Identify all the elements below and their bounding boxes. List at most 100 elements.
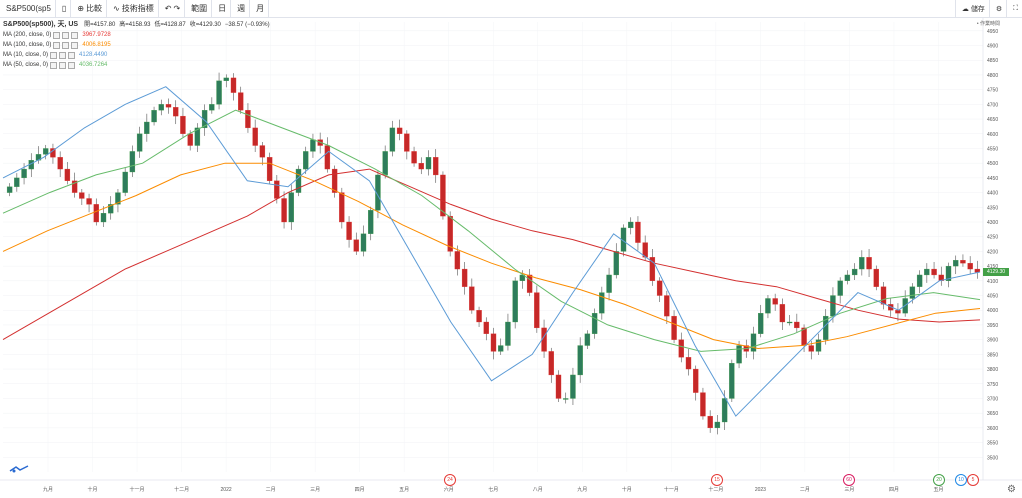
candle bbox=[238, 92, 244, 111]
undo-button[interactable]: ↶ ↷ bbox=[159, 0, 186, 17]
y-tick-label: 4850 bbox=[987, 58, 998, 64]
candle bbox=[830, 295, 836, 317]
candle bbox=[396, 127, 403, 134]
candle bbox=[194, 127, 201, 146]
save-button[interactable]: ☁ 儲存 bbox=[954, 0, 989, 17]
candle bbox=[151, 110, 157, 123]
tf-week-label: 週 bbox=[237, 4, 246, 13]
event-marker[interactable]: 10 bbox=[955, 474, 967, 486]
y-tick-label: 4900 bbox=[987, 44, 998, 50]
candle bbox=[100, 213, 107, 223]
candle bbox=[180, 115, 186, 134]
candle bbox=[245, 110, 251, 129]
y-tick-label: 3800 bbox=[987, 367, 998, 373]
y-tick-label: 4250 bbox=[987, 235, 998, 241]
close-icon[interactable] bbox=[71, 31, 79, 39]
eye-icon[interactable] bbox=[50, 51, 58, 59]
candle bbox=[794, 321, 800, 329]
fullscreen-button[interactable]: ⛶ bbox=[1006, 0, 1022, 17]
candle bbox=[425, 157, 432, 170]
redo-icon[interactable]: ↷ bbox=[173, 4, 181, 13]
candle bbox=[136, 133, 143, 152]
legend-low: 低=4128.87 bbox=[154, 22, 186, 28]
y-tick-label: 4950 bbox=[987, 29, 998, 35]
settings-button[interactable]: ⚙ bbox=[988, 0, 1006, 17]
legend-ma10[interactable]: MA (10, close, 0) 4128.4490 bbox=[3, 50, 270, 60]
candle bbox=[209, 104, 215, 111]
gear-icon[interactable] bbox=[59, 51, 67, 59]
y-tick-label: 4450 bbox=[987, 176, 998, 182]
x-tick-label: 三月 bbox=[844, 487, 854, 493]
candle bbox=[750, 333, 757, 352]
candle bbox=[310, 139, 316, 152]
candle bbox=[808, 345, 814, 352]
symbol-search[interactable]: S&P500(sp5 bbox=[0, 0, 56, 17]
x-tick-label: 十月 bbox=[622, 486, 632, 493]
legend-ma100[interactable]: MA (100, close, 0) 4006.8195 bbox=[3, 40, 270, 50]
tf-month-button[interactable]: 月 bbox=[250, 0, 270, 17]
candle bbox=[21, 168, 27, 179]
ma-label: MA (50, close, 0) bbox=[3, 62, 49, 68]
gear-icon[interactable] bbox=[59, 61, 67, 69]
event-marker[interactable]: 20 bbox=[933, 474, 945, 486]
compare-label: 比較 bbox=[86, 4, 103, 13]
candle bbox=[108, 204, 114, 214]
tf-day-button[interactable]: 日 bbox=[212, 0, 232, 17]
compare-button[interactable]: ⊕ 比較 bbox=[71, 0, 108, 17]
candle bbox=[526, 274, 533, 293]
last-price-tag: 4129.30 bbox=[983, 268, 1009, 277]
candle bbox=[115, 192, 121, 205]
candle bbox=[895, 310, 901, 314]
indicators-label: 技術指標 bbox=[121, 4, 154, 13]
candle bbox=[259, 145, 266, 158]
candle bbox=[165, 104, 172, 108]
y-tick-label: 4400 bbox=[987, 191, 998, 197]
legend-ma200[interactable]: MA (200, close, 0) 3967.9728 bbox=[3, 30, 270, 40]
candle bbox=[433, 157, 439, 176]
close-icon[interactable] bbox=[68, 61, 76, 69]
candle bbox=[281, 198, 287, 223]
candle bbox=[201, 110, 208, 129]
gear-icon[interactable] bbox=[62, 31, 70, 39]
top-toolbar: S&P500(sp5 ▯ ⊕ 比較 ∿ 技術指標 ↶ ↷ 範圍 日 週 月 ☁ 儲存 ⚙… bbox=[0, 0, 1022, 18]
range-button[interactable]: 範圍 bbox=[185, 0, 213, 17]
candle bbox=[960, 260, 966, 264]
gear-icon[interactable] bbox=[62, 41, 70, 49]
candle bbox=[469, 286, 475, 311]
candle bbox=[729, 363, 735, 399]
candle bbox=[93, 204, 99, 223]
y-tick-label: 3700 bbox=[987, 396, 998, 402]
event-marker[interactable]: 60 bbox=[843, 474, 855, 486]
y-tick-label: 4600 bbox=[987, 132, 998, 138]
legend-ma50[interactable]: MA (50, close, 0) 4036.7264 bbox=[3, 60, 270, 70]
ma100-line bbox=[2, 162, 981, 350]
undo-icon: ↶ bbox=[164, 4, 172, 13]
candle bbox=[649, 257, 656, 281]
candle bbox=[230, 77, 237, 93]
chart-settings-icon[interactable]: ⚙ bbox=[1007, 484, 1016, 495]
candle bbox=[375, 174, 381, 211]
price-chart[interactable]: 3500 3550 3600 3650 3700 3750 3800 3850 3900 3950… bbox=[0, 17, 1022, 498]
close-icon[interactable] bbox=[68, 51, 76, 59]
legend-symbol: S&P500(sp500), 天, US bbox=[3, 21, 79, 28]
event-marker[interactable]: 15 bbox=[711, 474, 723, 486]
candle bbox=[916, 274, 923, 287]
event-marker[interactable]: 5 bbox=[967, 474, 979, 486]
close-icon[interactable] bbox=[71, 41, 79, 49]
candle bbox=[418, 163, 424, 170]
eye-icon[interactable] bbox=[50, 61, 58, 69]
candle bbox=[859, 257, 865, 270]
candle bbox=[295, 168, 302, 193]
indicators-button[interactable]: ∿ 技術指標 bbox=[107, 0, 159, 17]
candle bbox=[368, 210, 374, 234]
y-tick-label: 4650 bbox=[987, 117, 998, 123]
candle bbox=[584, 333, 591, 346]
indicators-icon: ∿ bbox=[113, 4, 120, 13]
event-marker[interactable]: 24 bbox=[444, 474, 456, 486]
tf-week-button[interactable]: 週 bbox=[231, 0, 251, 17]
chart-type-button[interactable]: ▯ bbox=[56, 0, 72, 17]
candles-icon: ▯ bbox=[61, 4, 67, 13]
eye-icon[interactable] bbox=[53, 41, 61, 49]
eye-icon[interactable] bbox=[53, 31, 61, 39]
candle bbox=[404, 133, 410, 152]
